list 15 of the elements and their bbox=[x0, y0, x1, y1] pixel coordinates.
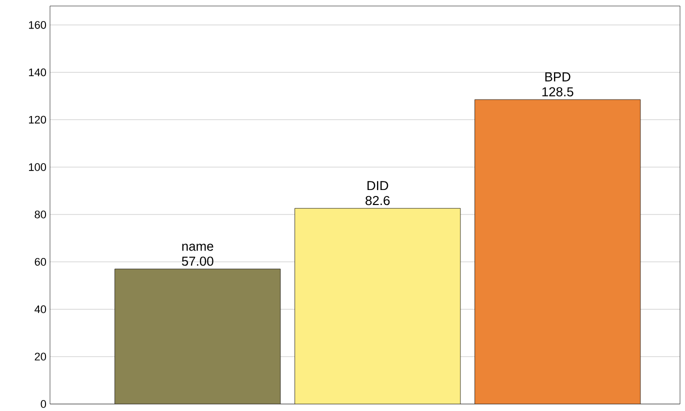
y-tick-label: 100 bbox=[29, 163, 46, 171]
data-label: 128.5 bbox=[542, 87, 574, 96]
y-tick-label: 140 bbox=[29, 68, 46, 76]
data-label: 82.6 bbox=[366, 196, 390, 206]
y-tick-label: 160 bbox=[29, 20, 46, 29]
y-tick-label: 40 bbox=[34, 305, 46, 314]
y-tick-label: 80 bbox=[34, 210, 46, 218]
y-tick-label: 0 bbox=[40, 400, 46, 408]
x-tick-label: BPD bbox=[545, 72, 570, 82]
data-label: 57.00 bbox=[182, 256, 214, 266]
y-tick-label: 20 bbox=[34, 352, 46, 360]
y-tick-label: 60 bbox=[34, 258, 46, 266]
x-tick-label: name bbox=[182, 244, 214, 251]
x-tick-label: DID bbox=[368, 181, 388, 190]
y-tick-label: 120 bbox=[29, 116, 46, 124]
